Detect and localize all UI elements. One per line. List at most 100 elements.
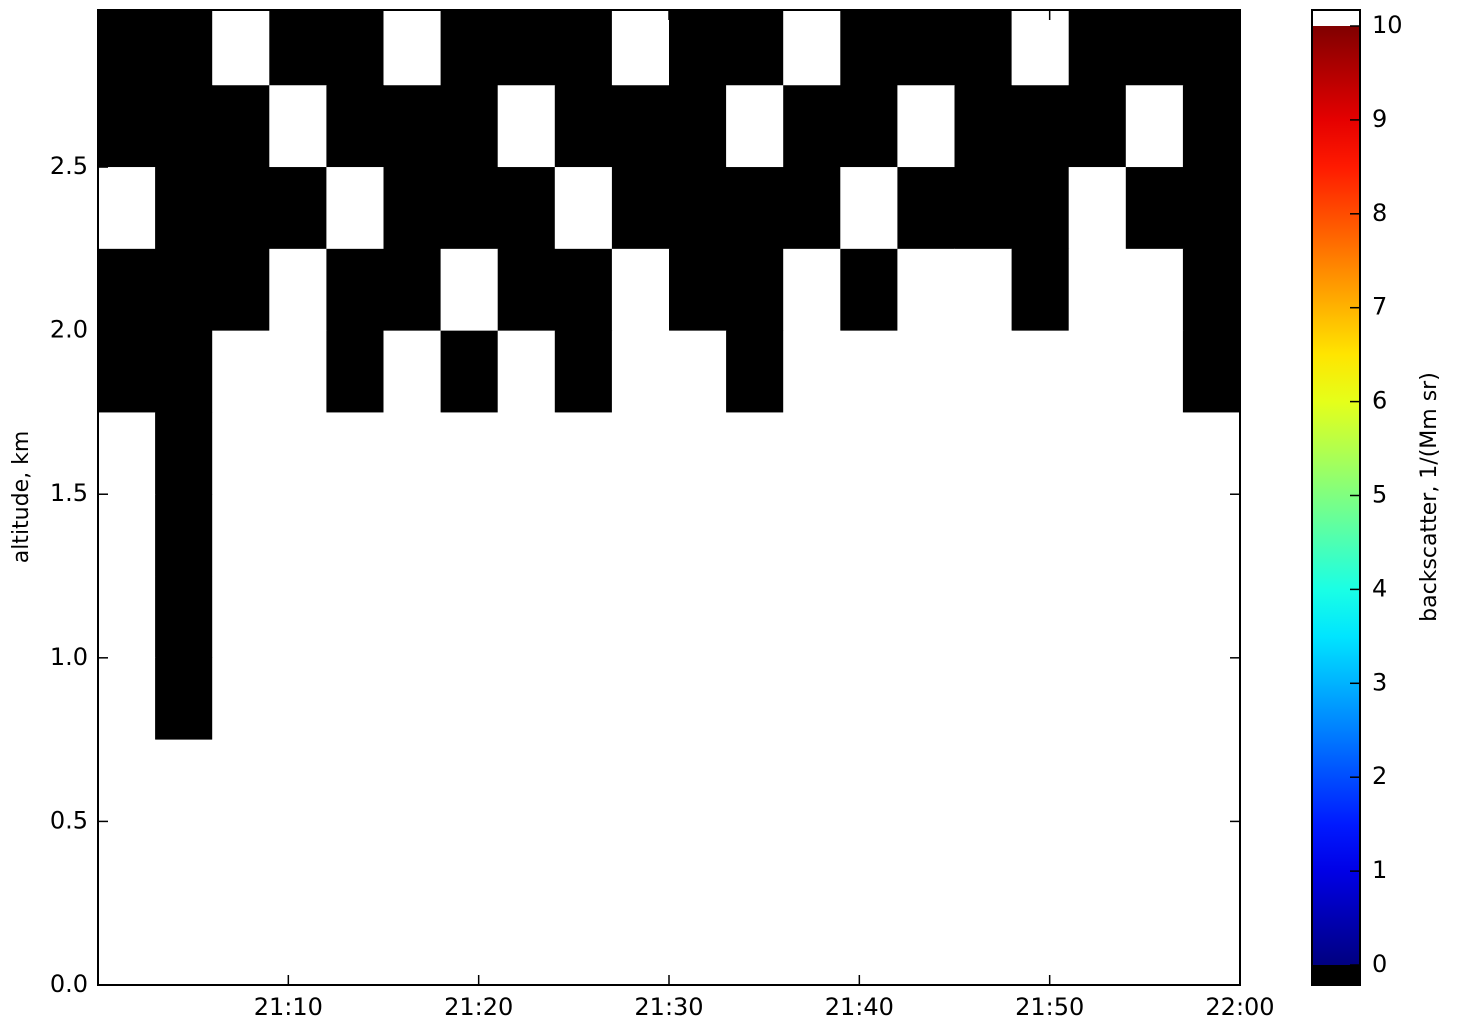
heatmap-cell	[1182, 657, 1241, 741]
heatmap-cell	[326, 821, 384, 904]
heatmap-cell	[98, 330, 156, 413]
heatmap-cell	[269, 494, 327, 577]
heatmap-cell	[269, 167, 327, 250]
heatmap-cell	[954, 167, 1013, 250]
heatmap-cell	[497, 248, 556, 332]
colorbar-label: backscatter, 1/(Mm sr)	[1417, 372, 1442, 622]
heatmap-cell	[1068, 85, 1127, 168]
heatmap-cell	[98, 248, 156, 332]
heatmap-cell	[954, 85, 1013, 168]
heatmap-cell	[611, 167, 670, 250]
y-tick-label: 1.5	[50, 479, 88, 507]
heatmap-cell	[155, 85, 213, 168]
heatmap-cell	[326, 576, 384, 659]
heatmap-cell	[155, 248, 213, 332]
heatmap-cell	[669, 739, 727, 822]
heatmap-cell	[1125, 576, 1184, 659]
heatmap-cell	[326, 412, 384, 495]
heatmap-cell	[783, 494, 841, 577]
y-axis-label: altitude, km	[9, 431, 34, 564]
heatmap-cell	[840, 248, 898, 332]
heatmap-cell	[1068, 576, 1127, 659]
heatmap-cell	[269, 657, 327, 741]
heatmap-cell	[326, 494, 384, 577]
heatmap-cell	[497, 576, 556, 659]
heatmap-cell	[954, 739, 1013, 822]
heatmap-cell	[840, 330, 898, 413]
heatmap-cell	[1125, 10, 1184, 86]
heatmap-cell	[383, 576, 442, 659]
colorbar-tick-label: 6	[1372, 387, 1387, 415]
heatmap-cell	[440, 10, 499, 86]
heatmap-cell	[1182, 330, 1241, 413]
heatmap-cell	[611, 576, 670, 659]
heatmap-cell	[840, 903, 898, 986]
heatmap-cell	[954, 412, 1013, 495]
heatmap-cell	[1125, 167, 1184, 250]
heatmap-cell	[726, 903, 784, 986]
y-tick-label: 0.0	[50, 970, 88, 998]
heatmap-cell	[212, 821, 270, 904]
heatmap-cell	[326, 903, 384, 986]
heatmap-cell	[954, 494, 1013, 577]
heatmap-cell	[98, 167, 156, 250]
heatmap-cell	[954, 657, 1013, 741]
heatmap-cell	[383, 821, 442, 904]
heatmap-cell	[326, 10, 384, 86]
heatmap-cell	[840, 412, 898, 495]
heatmap-cell	[897, 85, 955, 168]
heatmap-cell	[269, 248, 327, 332]
heatmap-cell	[897, 657, 955, 741]
heatmap-cell	[726, 85, 784, 168]
heatmap-cell	[212, 248, 270, 332]
heatmap-cell	[954, 903, 1013, 986]
heatmap-cell	[669, 576, 727, 659]
heatmap-cell	[669, 10, 727, 86]
heatmap-cell	[269, 903, 327, 986]
heatmap-cell	[611, 739, 670, 822]
x-tick-label: 21:40	[825, 993, 894, 1021]
heatmap-cell	[1068, 412, 1127, 495]
colorbar-tick-label: 9	[1372, 105, 1387, 133]
heatmap-cell	[783, 657, 841, 741]
heatmap-cell	[669, 903, 727, 986]
heatmap-cell	[954, 576, 1013, 659]
y-tick-label: 2.0	[50, 316, 88, 344]
heatmap-cell	[155, 576, 213, 659]
heatmap-cell	[212, 739, 270, 822]
heatmap-cell	[440, 657, 499, 741]
heatmap-cell	[726, 248, 784, 332]
heatmap-cell	[440, 821, 499, 904]
x-tick-label: 22:00	[1205, 993, 1274, 1021]
heatmap-cell	[840, 494, 898, 577]
heatmap-cell	[669, 167, 727, 250]
heatmap-cell	[611, 85, 670, 168]
heatmap-cell	[726, 739, 784, 822]
heatmap-cell	[155, 10, 213, 86]
heatmap-cell	[269, 412, 327, 495]
heatmap-cell	[1011, 494, 1070, 577]
heatmap-cell	[669, 494, 727, 577]
heatmap-cell	[1182, 576, 1241, 659]
heatmap-cell	[497, 412, 556, 495]
heatmap-cell	[497, 330, 556, 413]
colorbar-tick-label: 0	[1372, 950, 1387, 978]
heatmap-cell	[326, 167, 384, 250]
heatmap-cell	[554, 248, 613, 332]
heatmap-cell	[1182, 167, 1241, 250]
heatmap-cell	[326, 657, 384, 741]
heatmap-cell	[440, 248, 499, 332]
heatmap-cell	[98, 494, 156, 577]
heatmap-cell	[611, 657, 670, 741]
heatmap-cell	[954, 330, 1013, 413]
y-tick-label: 2.5	[50, 152, 88, 180]
heatmap-cell	[726, 494, 784, 577]
heatmap-cell	[554, 657, 613, 741]
heatmap-cell	[269, 821, 327, 904]
heatmap-cell	[383, 903, 442, 986]
heatmap-cell	[1011, 167, 1070, 250]
heatmap-cell	[98, 903, 156, 986]
heatmap-cell	[1068, 494, 1127, 577]
heatmap-cell	[269, 576, 327, 659]
